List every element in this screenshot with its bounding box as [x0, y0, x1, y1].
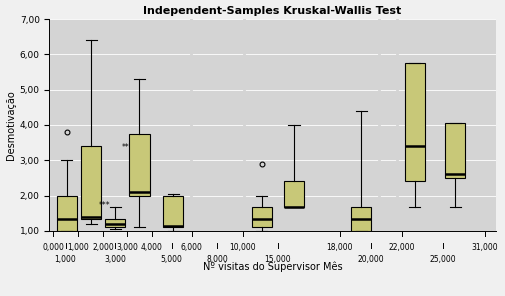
Text: 25,000: 25,000 [430, 255, 457, 264]
Text: 5,000: 5,000 [161, 255, 183, 264]
Text: 18,000: 18,000 [326, 242, 353, 252]
Text: 1,000: 1,000 [67, 242, 88, 252]
Bar [445, 123, 465, 178]
Text: 8,000: 8,000 [207, 255, 228, 264]
Text: 3,000: 3,000 [105, 255, 126, 264]
Text: ***: *** [98, 201, 111, 210]
Text: 0,000: 0,000 [42, 242, 65, 252]
Text: **: ** [122, 143, 130, 152]
Bar [405, 63, 425, 181]
Bar [351, 207, 371, 231]
Text: 3,000: 3,000 [117, 242, 138, 252]
Text: 4,000: 4,000 [140, 242, 163, 252]
Text: 31,000: 31,000 [472, 242, 498, 252]
Bar [129, 134, 149, 196]
Text: 20,000: 20,000 [357, 255, 384, 264]
Bar [251, 207, 272, 227]
Text: 2,000: 2,000 [92, 242, 114, 252]
Bar [105, 218, 125, 227]
Title: Independent-Samples Kruskal-Wallis Test: Independent-Samples Kruskal-Wallis Test [143, 6, 401, 16]
Bar [81, 146, 101, 219]
Bar [284, 181, 304, 207]
Text: 15,000: 15,000 [265, 255, 291, 264]
Text: 22,000: 22,000 [388, 242, 415, 252]
Bar [57, 196, 77, 231]
Text: 10,000: 10,000 [230, 242, 256, 252]
X-axis label: Nº visitas do Supervisor Mês: Nº visitas do Supervisor Mês [203, 261, 342, 272]
Text: 1,000: 1,000 [55, 255, 76, 264]
Text: 6,000: 6,000 [181, 242, 203, 252]
Y-axis label: Desmotivação: Desmotivação [6, 90, 16, 160]
Bar [163, 196, 183, 227]
